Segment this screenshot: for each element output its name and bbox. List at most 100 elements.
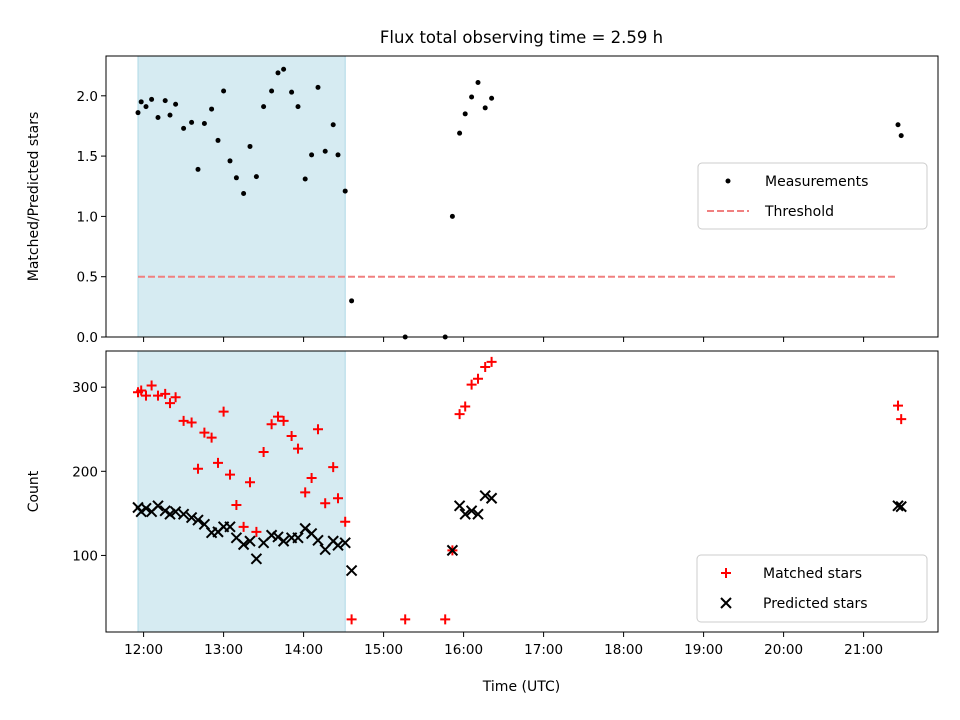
data-point bbox=[892, 500, 904, 512]
data-point bbox=[489, 95, 495, 101]
data-point bbox=[173, 101, 179, 107]
data-point bbox=[247, 143, 253, 149]
data-point bbox=[469, 94, 475, 100]
data-point bbox=[328, 462, 339, 473]
data-point bbox=[278, 415, 289, 426]
data-point bbox=[306, 473, 317, 484]
data-point bbox=[332, 539, 344, 552]
data-point bbox=[135, 110, 141, 116]
data-point bbox=[480, 361, 491, 372]
data-point bbox=[185, 511, 198, 524]
data-point bbox=[155, 115, 161, 121]
data-point bbox=[241, 190, 247, 196]
y-tick-label: 1.0 bbox=[77, 209, 98, 225]
y-tick-label: 0.5 bbox=[77, 270, 98, 286]
data-point bbox=[333, 493, 343, 504]
data-point bbox=[462, 111, 468, 117]
data-point bbox=[160, 388, 171, 399]
data-point bbox=[221, 88, 227, 94]
data-point bbox=[466, 379, 477, 390]
legend-marker bbox=[720, 597, 732, 609]
data-point bbox=[277, 535, 290, 547]
x-tick-label: 15:00 bbox=[364, 642, 403, 658]
data-point bbox=[312, 534, 324, 547]
data-point bbox=[201, 121, 207, 127]
legend-marker bbox=[721, 568, 731, 578]
data-point bbox=[227, 158, 233, 164]
data-point bbox=[209, 106, 215, 112]
data-point bbox=[152, 500, 164, 512]
data-point bbox=[482, 105, 488, 111]
data-point bbox=[177, 508, 190, 520]
data-point bbox=[330, 122, 336, 128]
data-point bbox=[141, 390, 151, 401]
data-point bbox=[244, 535, 256, 547]
data-point bbox=[472, 508, 484, 520]
data-point bbox=[199, 427, 210, 438]
legend-label: Predicted stars bbox=[763, 596, 868, 612]
data-point bbox=[149, 96, 155, 102]
data-point bbox=[135, 505, 147, 518]
data-point bbox=[146, 380, 157, 391]
data-point bbox=[342, 188, 348, 194]
data-point bbox=[896, 414, 907, 425]
axes-frame bbox=[105, 55, 939, 338]
x-tick-label: 13:00 bbox=[204, 642, 243, 658]
data-point bbox=[473, 373, 483, 384]
data-point bbox=[457, 130, 463, 136]
data-point bbox=[289, 89, 295, 95]
y-tick-label: 200 bbox=[72, 464, 98, 480]
data-point bbox=[165, 398, 175, 409]
legend-label: Threshold bbox=[764, 204, 834, 220]
legend-marker bbox=[725, 178, 731, 184]
data-point bbox=[206, 432, 217, 443]
data-point bbox=[186, 417, 197, 428]
data-point bbox=[460, 401, 471, 412]
data-point bbox=[215, 137, 221, 143]
data-point bbox=[170, 392, 181, 403]
data-point bbox=[322, 148, 328, 154]
data-point bbox=[449, 213, 455, 219]
data-point bbox=[167, 112, 173, 118]
legend-box bbox=[696, 554, 928, 623]
data-point bbox=[258, 446, 269, 457]
x-tick-label: 14:00 bbox=[284, 642, 323, 658]
data-point bbox=[475, 80, 481, 86]
data-point bbox=[335, 152, 341, 158]
legend-box bbox=[697, 162, 928, 230]
data-point bbox=[136, 385, 147, 396]
data-point bbox=[225, 469, 235, 480]
legend: Matched stars Predicted stars bbox=[696, 554, 928, 623]
y-axis-label: Count bbox=[26, 470, 42, 512]
data-point bbox=[440, 614, 451, 625]
data-point bbox=[238, 521, 249, 532]
data-point bbox=[465, 505, 478, 517]
data-point bbox=[302, 176, 308, 182]
ratio-panel: 0.00.51.01.52.0 Matched/Predicted stars … bbox=[26, 55, 939, 346]
data-point bbox=[459, 508, 471, 520]
data-point bbox=[195, 166, 201, 172]
data-point bbox=[237, 538, 250, 551]
data-point bbox=[178, 415, 189, 426]
x-tick-label: 21:00 bbox=[844, 642, 883, 658]
data-point bbox=[895, 122, 901, 128]
data-point bbox=[153, 390, 163, 401]
data-point bbox=[486, 356, 497, 367]
y-tick-label: 300 bbox=[72, 380, 98, 396]
axes-frame bbox=[105, 350, 939, 633]
data-point bbox=[265, 529, 278, 541]
data-point bbox=[233, 175, 239, 181]
y-axis-label: Matched/Predicted stars bbox=[26, 112, 42, 282]
data-point bbox=[266, 419, 277, 430]
data-point bbox=[159, 505, 171, 517]
data-point bbox=[313, 424, 323, 435]
legend: Measurements Threshold bbox=[697, 162, 928, 230]
data-point bbox=[261, 104, 267, 110]
data-point bbox=[162, 98, 168, 104]
data-point bbox=[138, 99, 144, 105]
data-point bbox=[140, 502, 152, 515]
data-point bbox=[292, 532, 304, 544]
data-point bbox=[192, 514, 204, 526]
data-point bbox=[250, 553, 263, 565]
